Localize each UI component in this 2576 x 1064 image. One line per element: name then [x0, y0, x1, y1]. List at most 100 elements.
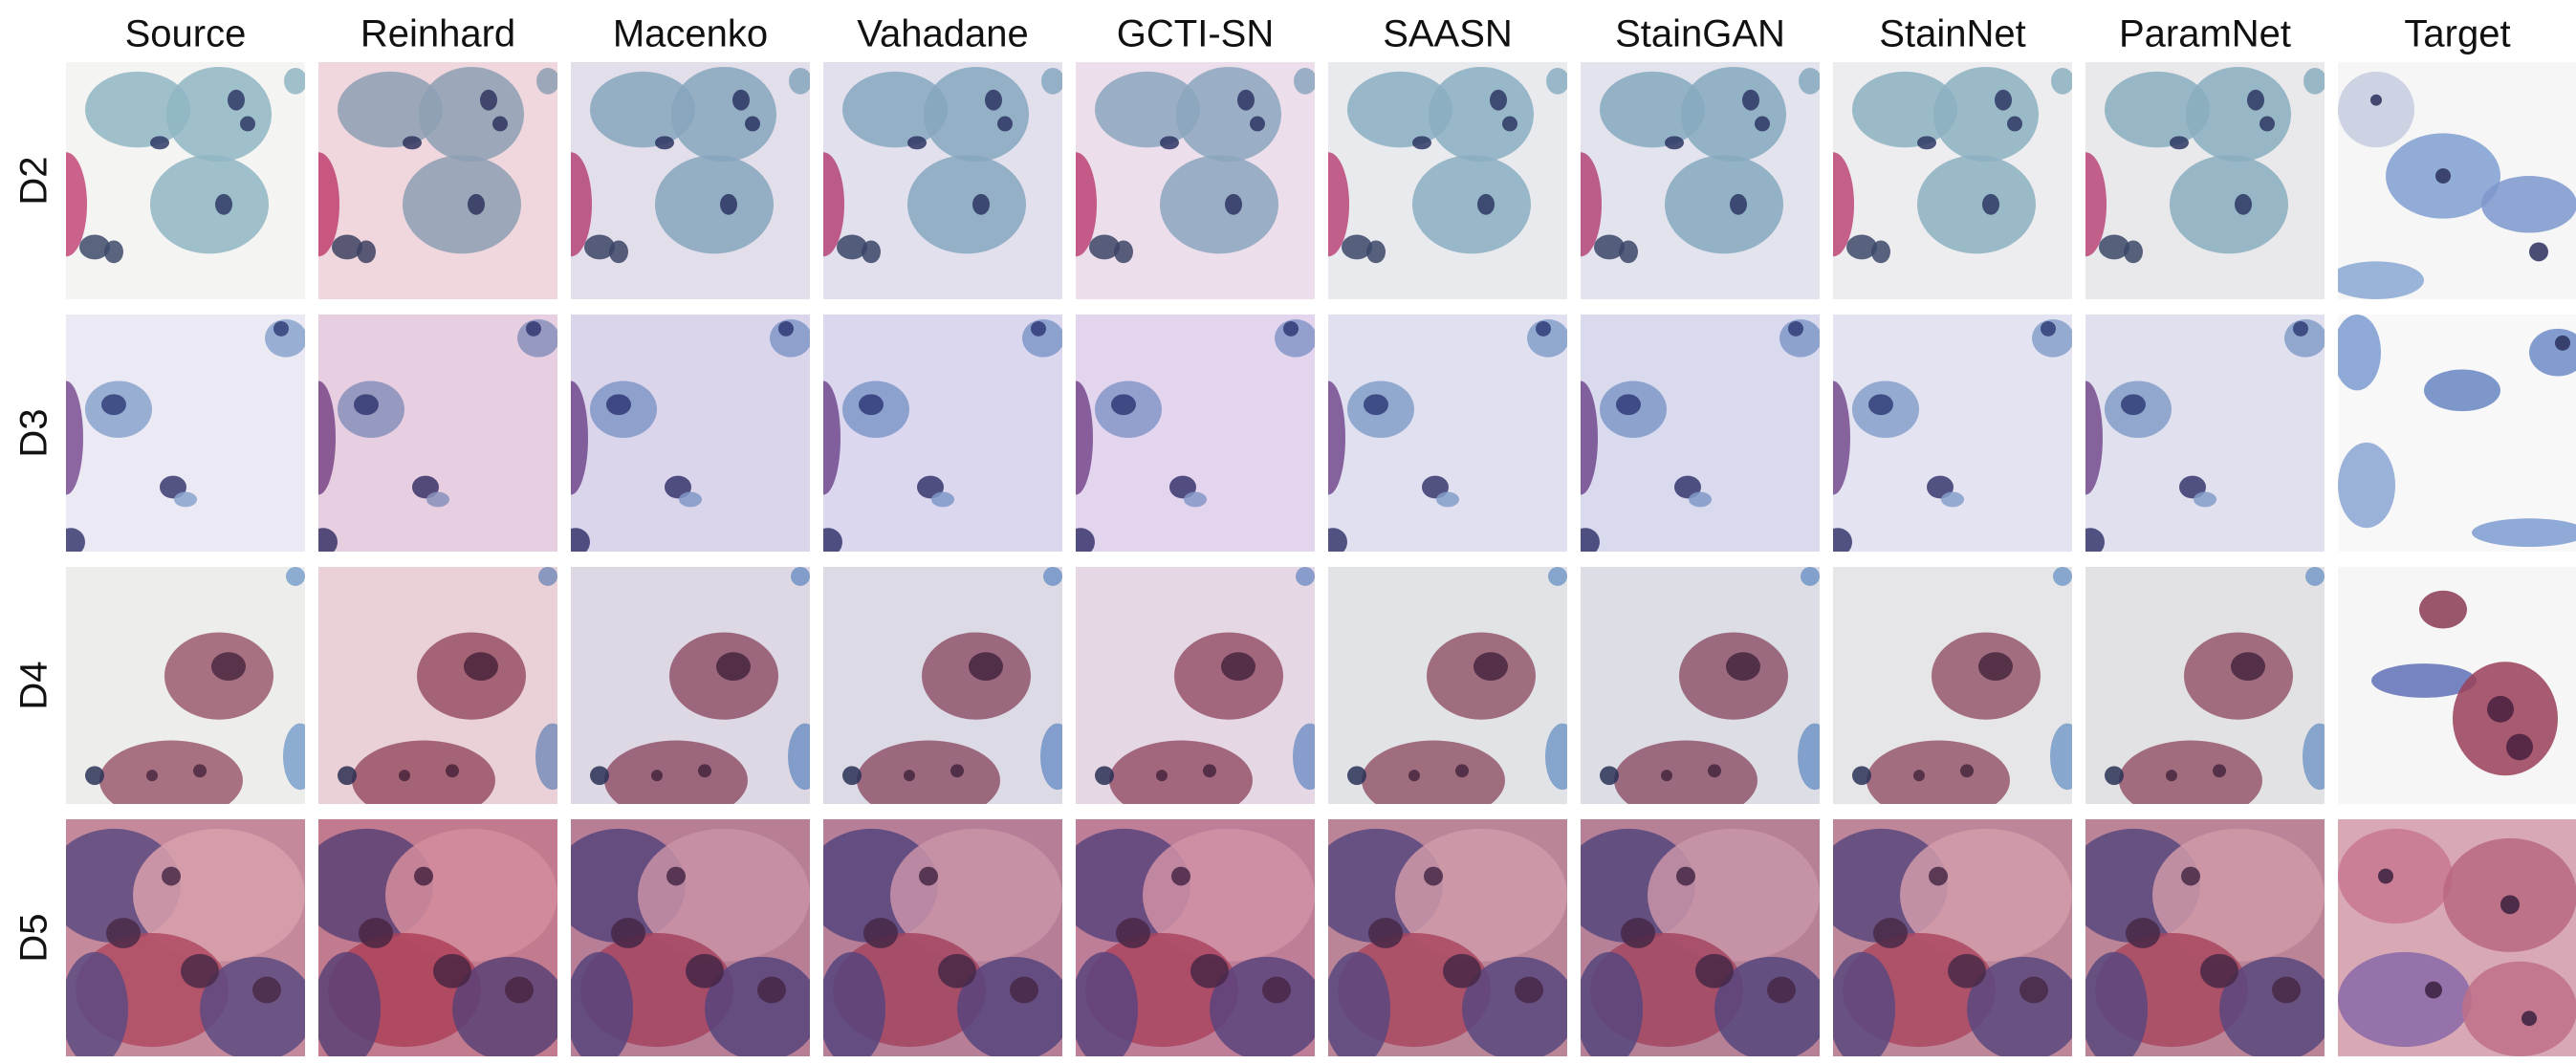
image-tile: [1328, 567, 1567, 804]
image-tile: [823, 62, 1062, 299]
color-overlay: [1076, 315, 1315, 552]
cell: [66, 951, 128, 1056]
color-overlay: [1833, 62, 2072, 299]
cell: [150, 155, 269, 254]
cell: [2529, 242, 2548, 262]
image-tile: [823, 819, 1062, 1056]
image-tile: [318, 567, 557, 804]
column-header: GCTI-SN: [1117, 13, 1274, 55]
color-overlay: [2085, 315, 2325, 552]
color-overlay: [1076, 62, 1315, 299]
cell: [133, 828, 305, 962]
color-overlay: [571, 567, 810, 804]
cell: [228, 89, 245, 111]
cell: [85, 766, 104, 786]
color-overlay: [1581, 62, 1820, 299]
image-tile: [2338, 62, 2576, 299]
cell: [2555, 335, 2570, 351]
image-tile: [1833, 819, 2072, 1056]
cell: [99, 740, 243, 804]
cell: [101, 394, 126, 416]
color-overlay: [823, 315, 1062, 552]
color-overlay: [1076, 567, 1315, 804]
column-header: SAASN: [1383, 13, 1513, 55]
cell: [2462, 961, 2576, 1056]
cell: [2338, 261, 2424, 299]
image-tile: [571, 567, 810, 804]
image-tile: [2338, 567, 2576, 804]
cell: [284, 67, 305, 95]
column-header: ParamNet: [2119, 13, 2291, 55]
cell: [211, 652, 246, 682]
image-tile: [2338, 819, 2576, 1056]
image-tile: [66, 567, 305, 804]
row-label: D5: [13, 913, 55, 962]
cell: [2378, 868, 2393, 884]
image-tile: [1581, 62, 1820, 299]
column-header: Macenko: [613, 13, 768, 55]
cell: [2500, 895, 2520, 915]
cell: [2443, 837, 2576, 952]
color-overlay: [571, 819, 810, 1056]
image-tile: [318, 62, 557, 299]
color-overlay: [823, 819, 1062, 1056]
color-overlay: [1833, 315, 2072, 552]
cell: [66, 152, 87, 257]
color-overlay: [1076, 819, 1315, 1056]
color-overlay: [1581, 315, 1820, 552]
image-tile: [571, 819, 810, 1056]
row-label: D2: [13, 156, 55, 205]
column-header: Target: [2404, 13, 2510, 55]
color-overlay: [2085, 62, 2325, 299]
cell: [2419, 590, 2467, 629]
cell: [2371, 663, 2477, 698]
cell: [252, 976, 281, 1004]
color-overlay: [1328, 62, 1567, 299]
column-header: StainNet: [1879, 13, 2025, 55]
column-header: Reinhard: [360, 13, 515, 55]
color-overlay: [2085, 819, 2325, 1056]
color-overlay: [1833, 819, 2072, 1056]
image-tile: [1328, 62, 1567, 299]
image-tile: [318, 819, 557, 1056]
cell: [2338, 828, 2453, 924]
color-overlay: [318, 315, 557, 552]
image-tile: [1581, 819, 1820, 1056]
image-tile: [1076, 819, 1315, 1056]
image-tile: [2085, 819, 2325, 1056]
image-tile: [1833, 315, 2072, 552]
cell: [2338, 71, 2414, 148]
image-tile: [66, 315, 305, 552]
cell: [150, 136, 169, 150]
color-overlay: [571, 62, 810, 299]
color-overlay: [1328, 567, 1567, 804]
image-tile: [66, 62, 305, 299]
color-overlay: [571, 315, 810, 552]
color-overlay: [1833, 567, 2072, 804]
cell: [166, 66, 272, 163]
cell: [2521, 1010, 2537, 1027]
image-tile: [1833, 567, 2072, 804]
cell: [2481, 176, 2576, 233]
color-overlay: [318, 62, 557, 299]
color-overlay: [1328, 315, 1567, 552]
color-overlay: [823, 567, 1062, 804]
cell: [79, 234, 110, 260]
image-tile: [571, 62, 810, 299]
column-header: StainGAN: [1615, 13, 1785, 55]
cell: [162, 866, 181, 886]
cell: [104, 240, 123, 264]
image-tile: [823, 567, 1062, 804]
cell: [273, 320, 289, 337]
cell: [2487, 695, 2514, 723]
column-header: Source: [125, 13, 247, 55]
cell: [106, 918, 141, 948]
image-tile: [1581, 567, 1820, 804]
color-overlay: [1328, 819, 1567, 1056]
image-tile: [1328, 819, 1567, 1056]
cell: [2425, 981, 2442, 999]
cell: [66, 380, 83, 495]
cell: [146, 770, 158, 782]
cell: [215, 193, 232, 215]
